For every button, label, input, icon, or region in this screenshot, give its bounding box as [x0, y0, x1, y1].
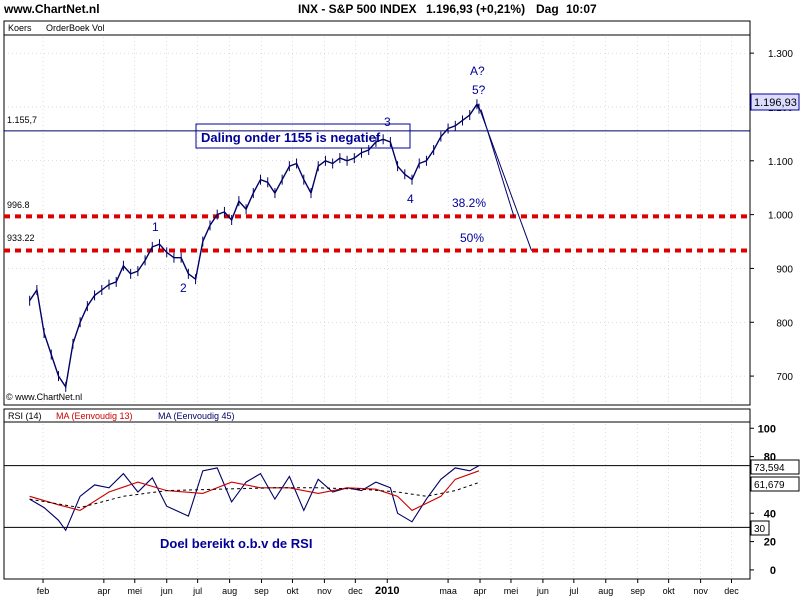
fib-label-382: 38.2% [452, 196, 486, 210]
rsi-panel [3, 408, 751, 580]
price-line [29, 102, 480, 389]
projection-line [480, 109, 515, 217]
legend-rsi: RSI (14) [8, 411, 42, 421]
legend-orderboek: OrderBoek Vol [46, 23, 105, 33]
x-tick-label: mei [504, 586, 519, 596]
price-tick-label: 900 [776, 264, 793, 275]
rsi-30-label: 30 [754, 524, 766, 535]
x-tick-label: feb [37, 586, 50, 596]
price-panel [3, 20, 751, 406]
rsi-value-box [750, 459, 800, 475]
x-tick-label: mei [128, 586, 143, 596]
ma45-value-box [750, 476, 800, 492]
legend-ma45: MA (Eenvoudig 45) [158, 411, 235, 421]
horizontal-levels [4, 130, 750, 528]
x-tick-label: nov [317, 586, 332, 596]
chart-title: INX - S&P 500 INDEX [298, 2, 417, 16]
x-tick-label: apr [97, 586, 110, 596]
x-tick-label: aug [598, 586, 613, 596]
x-tick-label: nov [693, 586, 708, 596]
x-axis: feb apr mei jun jul aug sep okt nov dec 2010 maa apr… [37, 579, 739, 597]
rsi-tick-label: 20 [764, 537, 776, 549]
price-tick-label: 1.300 [768, 49, 793, 60]
price-grid [8, 37, 748, 403]
wave-label-5: 5? [472, 83, 486, 97]
rsi-grid [42, 424, 732, 577]
rsi-tick-label: 0 [770, 565, 776, 577]
x-tick-label: jul [568, 586, 578, 596]
x-tick-label: dec [724, 586, 739, 596]
price-tick-label: 1.100 [768, 157, 793, 168]
legend-koers: Koers [8, 23, 32, 33]
x-tick-label: okt [286, 586, 299, 596]
projection-lines [477, 104, 533, 251]
x-tick-label: 2010 [375, 585, 399, 597]
x-tick-label: jun [160, 586, 173, 596]
x-tick-label: okt [663, 586, 676, 596]
x-tick-label: jun [536, 586, 549, 596]
time-label: 10:07 [566, 2, 597, 16]
last-value-label: 1.196,93 [754, 97, 797, 109]
x-tick-label: maa [439, 586, 457, 596]
rsi-y-axis: 020406080100 [750, 423, 776, 577]
x-tick-label: jul [192, 586, 202, 596]
price-tick-label: 700 [776, 372, 793, 383]
wave-label-a: A? [470, 64, 485, 78]
rsi-line [29, 465, 480, 532]
rsi-30-box [750, 520, 770, 536]
level-label-933: 933.22 [7, 233, 35, 243]
rsi-note: Doel bereikt o.b.v de RSI [160, 536, 312, 551]
x-tick-label: aug [222, 586, 237, 596]
wave-label-2: 2 [180, 281, 187, 295]
rsi-tick-label: 40 [764, 508, 776, 520]
rsi-tick-label: 100 [758, 423, 776, 435]
site-name: www.ChartNet.nl [4, 2, 100, 16]
x-tick-label: sep [254, 586, 269, 596]
ma45-line [29, 482, 480, 509]
ma45-value-label: 61,679 [754, 480, 785, 491]
copyright: © www.ChartNet.nl [6, 392, 82, 402]
annotation-box [195, 123, 411, 149]
level-label-996: 996.8 [7, 200, 30, 210]
period-label: Dag [536, 2, 559, 16]
x-tick-label: dec [348, 586, 363, 596]
wave-label-4: 4 [407, 192, 414, 206]
fib-label-50: 50% [460, 231, 484, 245]
annotation-text: Daling onder 1155 is negatief [201, 130, 381, 145]
x-tick-label: sep [630, 586, 645, 596]
price-tick-label: 800 [776, 318, 793, 329]
price-series [29, 99, 480, 392]
x-tick-label: apr [474, 586, 487, 596]
rsi-series [29, 465, 480, 532]
price-tick-label: 1.000 [768, 211, 793, 222]
legend-ma13: MA (Eenvoudig 13) [56, 411, 133, 421]
quote-value: 1.196,93 (+0,21%) [426, 2, 526, 16]
wave-label-3: 3 [384, 115, 391, 129]
rsi-value-label: 73,594 [754, 463, 785, 474]
wave-label-1: 1 [152, 220, 159, 234]
level-label-1155: 1.155,7 [7, 115, 37, 125]
last-value-box [750, 93, 800, 111]
